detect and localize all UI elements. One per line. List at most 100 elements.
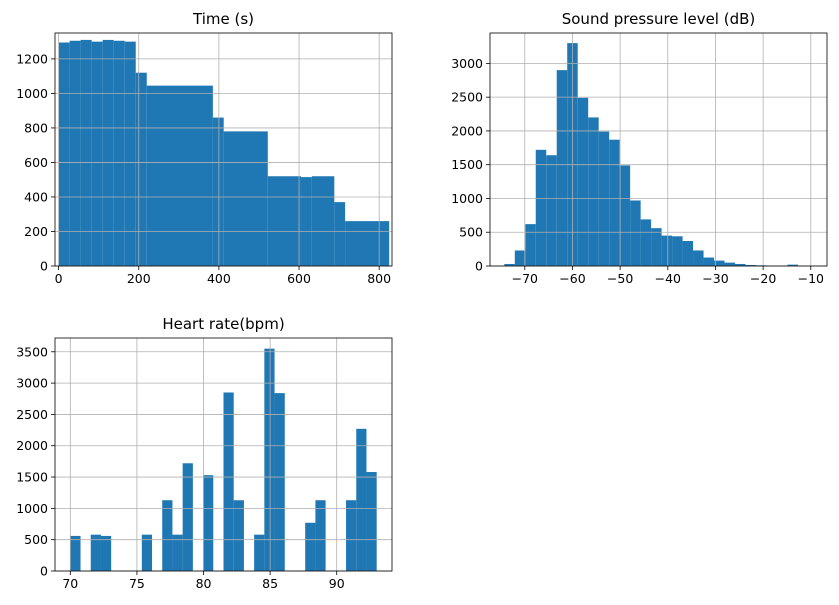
histogram-bar [301, 177, 312, 266]
y-tick-label: 2500 [16, 407, 48, 422]
x-tick-label: 85 [262, 576, 278, 591]
histogram-bar [91, 41, 103, 266]
histogram-bar [274, 393, 285, 571]
histogram-bar [714, 260, 725, 266]
x-tick-label: −40 [655, 271, 681, 286]
y-tick-label: 200 [24, 224, 48, 239]
histogram-bar [546, 155, 557, 266]
histogram-bar [69, 40, 81, 267]
x-tick-label: 800 [367, 271, 391, 286]
histogram-bar [356, 428, 367, 571]
x-tick-label: −50 [607, 271, 633, 286]
chart-title: Heart rate(bpm) [162, 315, 284, 333]
histogram-bar [223, 131, 268, 266]
axes-frame [54, 32, 393, 267]
x-tick-label: 90 [329, 576, 345, 591]
histogram-bar [682, 241, 694, 266]
x-tick-label: 400 [207, 271, 231, 286]
x-tick-label: 75 [129, 576, 145, 591]
histogram-bar [672, 236, 683, 266]
histogram-bar [102, 39, 114, 267]
histogram-bar [609, 139, 620, 266]
y-tick-label: 1500 [451, 157, 483, 172]
y-tick-label: 1000 [16, 501, 48, 516]
chart-title: Time (s) [192, 10, 254, 28]
y-tick-label: 0 [475, 259, 483, 274]
histogram-bar [514, 250, 526, 266]
subplot-1: 0 200 400 600 800 0 200 400 600 800 1000 1200 Time (… [16, 10, 393, 286]
x-tick-label: 70 [62, 576, 78, 591]
subplot-2: −70 −60 −50 −40 −30 −20 −10 0 500 1000 1500 2000 250… [451, 10, 828, 286]
x-tick-label: −20 [750, 271, 776, 286]
y-tick-label: 800 [24, 120, 48, 135]
histogram-bar [661, 235, 673, 266]
y-tick-label: 500 [24, 532, 48, 547]
x-tick-label: −60 [559, 271, 585, 286]
histogram-bar [141, 534, 153, 571]
histogram-bar [162, 500, 173, 571]
histogram-bar [212, 117, 224, 266]
y-tick-label: 1200 [16, 51, 48, 66]
histogram-bar [345, 221, 390, 266]
y-tick-label: 2500 [451, 90, 483, 105]
histogram-bar [703, 257, 715, 266]
histogram-bar [619, 165, 631, 266]
y-tick-label: 600 [24, 155, 48, 170]
y-tick-label: 1500 [16, 470, 48, 485]
histogram-bar [146, 85, 213, 266]
histogram-bar [525, 224, 536, 266]
y-tick-label: 1000 [451, 191, 483, 206]
histogram-bar [70, 535, 81, 571]
x-tick-label: −10 [798, 271, 824, 286]
axes-frame [54, 337, 393, 572]
x-tick-label: 80 [196, 576, 212, 591]
histogram-bar [233, 500, 244, 571]
histogram-bar [334, 202, 346, 266]
histogram-bar [267, 176, 302, 266]
y-tick-label: 400 [24, 189, 48, 204]
y-tick-label: 2000 [16, 438, 48, 453]
y-tick-label: 1000 [16, 86, 48, 101]
y-tick-label: 500 [459, 225, 483, 240]
y-tick-label: 3500 [16, 344, 48, 359]
subplot-3: 70 75 80 85 90 0 500 1000 1500 2000 2500 3000 3500 He… [16, 315, 393, 591]
histogram-bar [366, 472, 377, 571]
histogram-bar [315, 500, 326, 571]
axes-frame [489, 32, 828, 267]
histogram-bar [724, 262, 736, 266]
chart-title: Sound pressure level (dB) [562, 10, 756, 28]
histogram-bar [80, 39, 92, 267]
histogram-bar [346, 500, 357, 571]
histogram-bar [254, 534, 265, 571]
y-tick-label: 3000 [16, 376, 48, 391]
histogram-bar [305, 522, 316, 571]
y-tick-label: 0 [40, 564, 48, 579]
histogram-bar [640, 219, 652, 266]
histogram-bar [787, 264, 798, 266]
histogram-bar [556, 70, 568, 266]
histogram-bar [135, 72, 147, 267]
histogram-bar [124, 41, 136, 266]
histogram-bar [90, 534, 101, 571]
histogram-bar [588, 117, 599, 266]
histogram-bar [264, 348, 275, 571]
y-tick-label: 2000 [451, 123, 483, 138]
x-tick-label: 200 [127, 271, 151, 286]
x-tick-label: 600 [287, 271, 311, 286]
histogram-bar [203, 475, 214, 571]
y-tick-label: 3000 [451, 56, 483, 71]
x-tick-label: −30 [702, 271, 728, 286]
histogram-bar [535, 149, 547, 266]
x-tick-label: −70 [512, 271, 538, 286]
x-tick-label: 0 [55, 271, 63, 286]
histogram-bar [58, 42, 70, 267]
histogram-bar [311, 176, 335, 266]
histogram-bar [745, 264, 756, 266]
histogram-bar [630, 200, 641, 266]
histogram-bar [172, 534, 183, 571]
histogram-bar [100, 535, 112, 571]
histogram-bar [223, 392, 234, 571]
histogram-bar [113, 40, 125, 267]
histogram-bar [504, 263, 515, 266]
